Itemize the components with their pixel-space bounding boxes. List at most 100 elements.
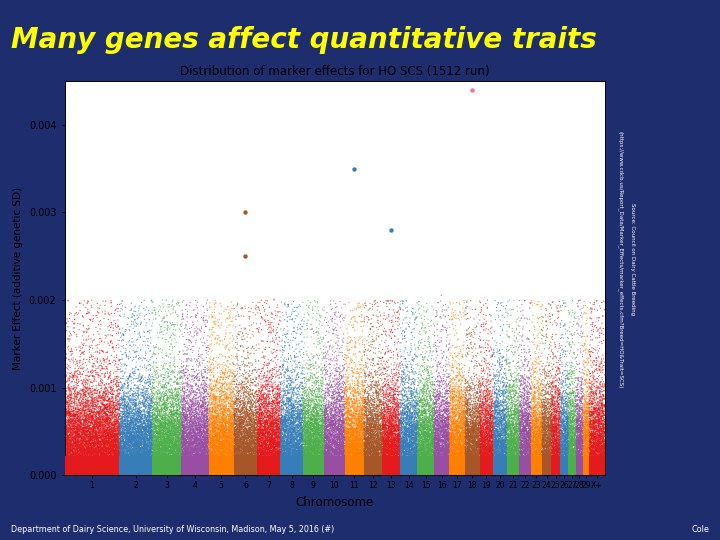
Point bbox=[117, 450, 129, 459]
Point bbox=[103, 433, 114, 441]
Point bbox=[556, 431, 567, 440]
Point bbox=[229, 450, 240, 458]
Point bbox=[99, 415, 111, 423]
Point bbox=[296, 454, 307, 463]
Point bbox=[251, 390, 262, 399]
Point bbox=[472, 468, 483, 477]
Point bbox=[593, 448, 604, 457]
Point bbox=[385, 435, 397, 443]
Point bbox=[133, 419, 145, 428]
Point bbox=[272, 382, 284, 390]
Point bbox=[440, 413, 451, 422]
Point bbox=[469, 421, 481, 430]
Point bbox=[405, 455, 417, 463]
Point bbox=[553, 458, 564, 467]
Point bbox=[453, 467, 464, 475]
Point bbox=[276, 445, 288, 454]
Point bbox=[300, 455, 312, 464]
Point bbox=[176, 426, 187, 434]
Point bbox=[282, 317, 293, 326]
Point bbox=[554, 438, 566, 447]
Point bbox=[303, 460, 315, 469]
Point bbox=[318, 409, 330, 417]
Point bbox=[370, 459, 382, 468]
Point bbox=[341, 444, 353, 453]
Point bbox=[449, 402, 461, 411]
Point bbox=[92, 438, 104, 447]
Point bbox=[436, 462, 447, 470]
Point bbox=[225, 448, 236, 456]
Point bbox=[548, 400, 559, 408]
Point bbox=[405, 458, 417, 467]
Point bbox=[242, 465, 253, 474]
Point bbox=[536, 410, 548, 418]
Point bbox=[256, 416, 267, 425]
Point bbox=[215, 440, 226, 448]
Point bbox=[140, 469, 152, 478]
Point bbox=[329, 315, 341, 323]
Point bbox=[199, 444, 211, 453]
Point bbox=[397, 463, 409, 472]
Point bbox=[404, 464, 415, 472]
Point bbox=[135, 465, 147, 474]
Point bbox=[226, 436, 238, 444]
Point bbox=[419, 468, 431, 477]
Point bbox=[270, 423, 282, 432]
Point bbox=[374, 409, 386, 417]
Point bbox=[508, 467, 520, 476]
Point bbox=[251, 458, 263, 467]
Point bbox=[310, 449, 321, 458]
Point bbox=[209, 458, 220, 467]
Point bbox=[312, 469, 324, 477]
Point bbox=[534, 471, 545, 480]
Point bbox=[69, 427, 81, 436]
Point bbox=[388, 444, 400, 453]
Point bbox=[504, 443, 516, 452]
Point bbox=[301, 321, 312, 330]
Point bbox=[462, 445, 473, 454]
Point bbox=[177, 450, 189, 458]
Point bbox=[222, 462, 233, 470]
Point bbox=[265, 420, 276, 429]
Point bbox=[238, 468, 249, 477]
Point bbox=[539, 409, 550, 417]
Point bbox=[382, 441, 394, 449]
Point bbox=[560, 424, 572, 433]
Point bbox=[395, 346, 406, 354]
Point bbox=[158, 407, 170, 416]
Point bbox=[254, 448, 266, 456]
Point bbox=[451, 395, 462, 404]
Point bbox=[287, 447, 299, 455]
Point bbox=[587, 449, 598, 457]
Point bbox=[77, 470, 89, 479]
Point bbox=[366, 436, 378, 444]
Point bbox=[286, 462, 297, 471]
Point bbox=[181, 452, 192, 461]
Point bbox=[321, 404, 333, 413]
Point bbox=[306, 466, 318, 475]
Point bbox=[596, 463, 608, 472]
Point bbox=[372, 467, 383, 475]
Point bbox=[138, 458, 149, 467]
Point bbox=[386, 449, 397, 458]
Point bbox=[492, 455, 504, 463]
Point bbox=[359, 397, 371, 406]
Point bbox=[254, 391, 266, 400]
Point bbox=[110, 467, 122, 476]
Point bbox=[258, 382, 269, 390]
Point bbox=[310, 381, 321, 390]
Point bbox=[230, 431, 241, 440]
Point bbox=[72, 417, 84, 426]
Point bbox=[140, 459, 151, 468]
Point bbox=[263, 444, 274, 453]
Point bbox=[125, 463, 136, 471]
Point bbox=[204, 391, 216, 400]
Point bbox=[384, 435, 396, 443]
Point bbox=[485, 462, 496, 471]
Point bbox=[300, 469, 312, 477]
Point bbox=[287, 460, 298, 468]
Point bbox=[579, 410, 590, 418]
Point bbox=[246, 434, 258, 443]
Point bbox=[496, 463, 508, 471]
Point bbox=[228, 444, 240, 453]
